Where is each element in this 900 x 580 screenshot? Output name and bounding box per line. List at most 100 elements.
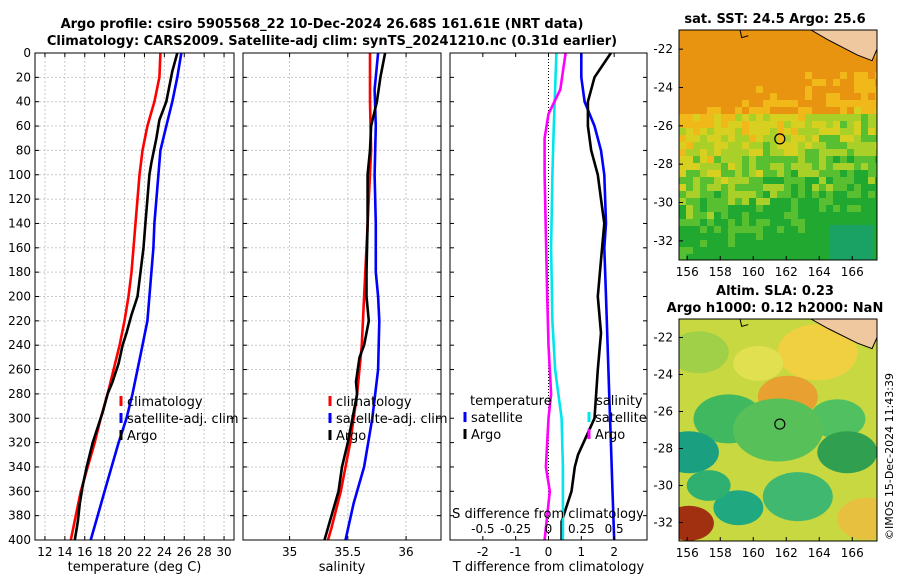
map-cell [770, 135, 777, 142]
map-cell [861, 219, 868, 226]
map-cell [798, 170, 805, 177]
map-cell [707, 212, 714, 219]
map-cell [812, 142, 819, 149]
map-cell [707, 30, 714, 37]
map-cell [791, 212, 798, 219]
map-cell [812, 149, 819, 156]
map-cell [875, 247, 877, 254]
x-tick-label: 162 [775, 265, 798, 279]
map-cell [861, 100, 868, 107]
map-cell [721, 240, 728, 247]
map-cell [812, 205, 819, 212]
map-cell [819, 219, 826, 226]
map-cell [875, 86, 877, 93]
map-cell [721, 30, 728, 37]
map-cell [819, 58, 826, 65]
map-cell [770, 65, 777, 72]
map-cell [833, 163, 840, 170]
map-cell [756, 121, 763, 128]
map-cell [686, 114, 693, 121]
map-cell [714, 142, 721, 149]
map-cell [868, 100, 875, 107]
map-cell [812, 128, 819, 135]
map-cell [742, 191, 749, 198]
map-cell [840, 58, 847, 65]
map-cell [861, 107, 868, 114]
map-cell [735, 191, 742, 198]
map-cell [875, 72, 877, 79]
map-cell [679, 177, 686, 184]
map-cell [763, 30, 770, 37]
map-cell [714, 233, 721, 240]
map-cell [812, 107, 819, 114]
map-cell [721, 177, 728, 184]
map-cell [735, 128, 742, 135]
map-cell [679, 121, 686, 128]
map-cell [854, 128, 861, 135]
map-cell [833, 142, 840, 149]
map-cell [728, 86, 735, 93]
map-cell [812, 65, 819, 72]
y-tick-label: 360 [8, 484, 31, 498]
map-cell [693, 79, 700, 86]
map-cell [728, 191, 735, 198]
map-cell [756, 149, 763, 156]
map-cell [679, 240, 686, 247]
map-cell [693, 247, 700, 254]
map-cell [812, 247, 819, 254]
map-cell [847, 205, 854, 212]
map-cell [756, 163, 763, 170]
legend-label: Argo [127, 429, 157, 444]
map-cell [735, 177, 742, 184]
y-tick-label: -30 [653, 196, 673, 210]
map-cell [791, 156, 798, 163]
map-cell [875, 240, 877, 247]
map-cell [840, 114, 847, 121]
argo-position-marker [774, 133, 786, 145]
map-cell [777, 114, 784, 121]
map-cell [840, 72, 847, 79]
map-cell [819, 254, 826, 260]
map-cell [714, 128, 721, 135]
map-cell [875, 65, 877, 72]
map-cell [798, 149, 805, 156]
map-cell [700, 163, 707, 170]
map-cell [861, 93, 868, 100]
map-cell [749, 163, 756, 170]
map-cell [700, 72, 707, 79]
x-tick-label: 18 [97, 545, 112, 559]
map-cell [770, 219, 777, 226]
map-cell [861, 72, 868, 79]
map-cell [749, 44, 756, 51]
x-tick-label: -1 [510, 545, 522, 559]
map-cell [714, 135, 721, 142]
map-cell [840, 79, 847, 86]
map-cell [763, 128, 770, 135]
map-cell [805, 51, 812, 58]
map-cell [875, 156, 877, 163]
y-tick-label: 260 [8, 363, 31, 377]
map-cell [819, 86, 826, 93]
map-cell [840, 219, 847, 226]
map-cell [679, 149, 686, 156]
map-cell [735, 184, 742, 191]
map-cell [784, 128, 791, 135]
map-cell [728, 226, 735, 233]
map-cell [721, 198, 728, 205]
map-cell [707, 135, 714, 142]
legend-label: climatology [127, 395, 203, 410]
map-cell [875, 198, 877, 205]
map-cell [714, 100, 721, 107]
map-cell [756, 51, 763, 58]
map-cell [805, 191, 812, 198]
map-cell [693, 240, 700, 247]
map-cell [798, 184, 805, 191]
map-cell [707, 219, 714, 226]
coastline [739, 30, 749, 39]
map-cell [875, 114, 877, 121]
map-cell [840, 198, 847, 205]
map-cell [714, 177, 721, 184]
map-cell [826, 107, 833, 114]
map-cell [686, 240, 693, 247]
map-cell [833, 212, 840, 219]
